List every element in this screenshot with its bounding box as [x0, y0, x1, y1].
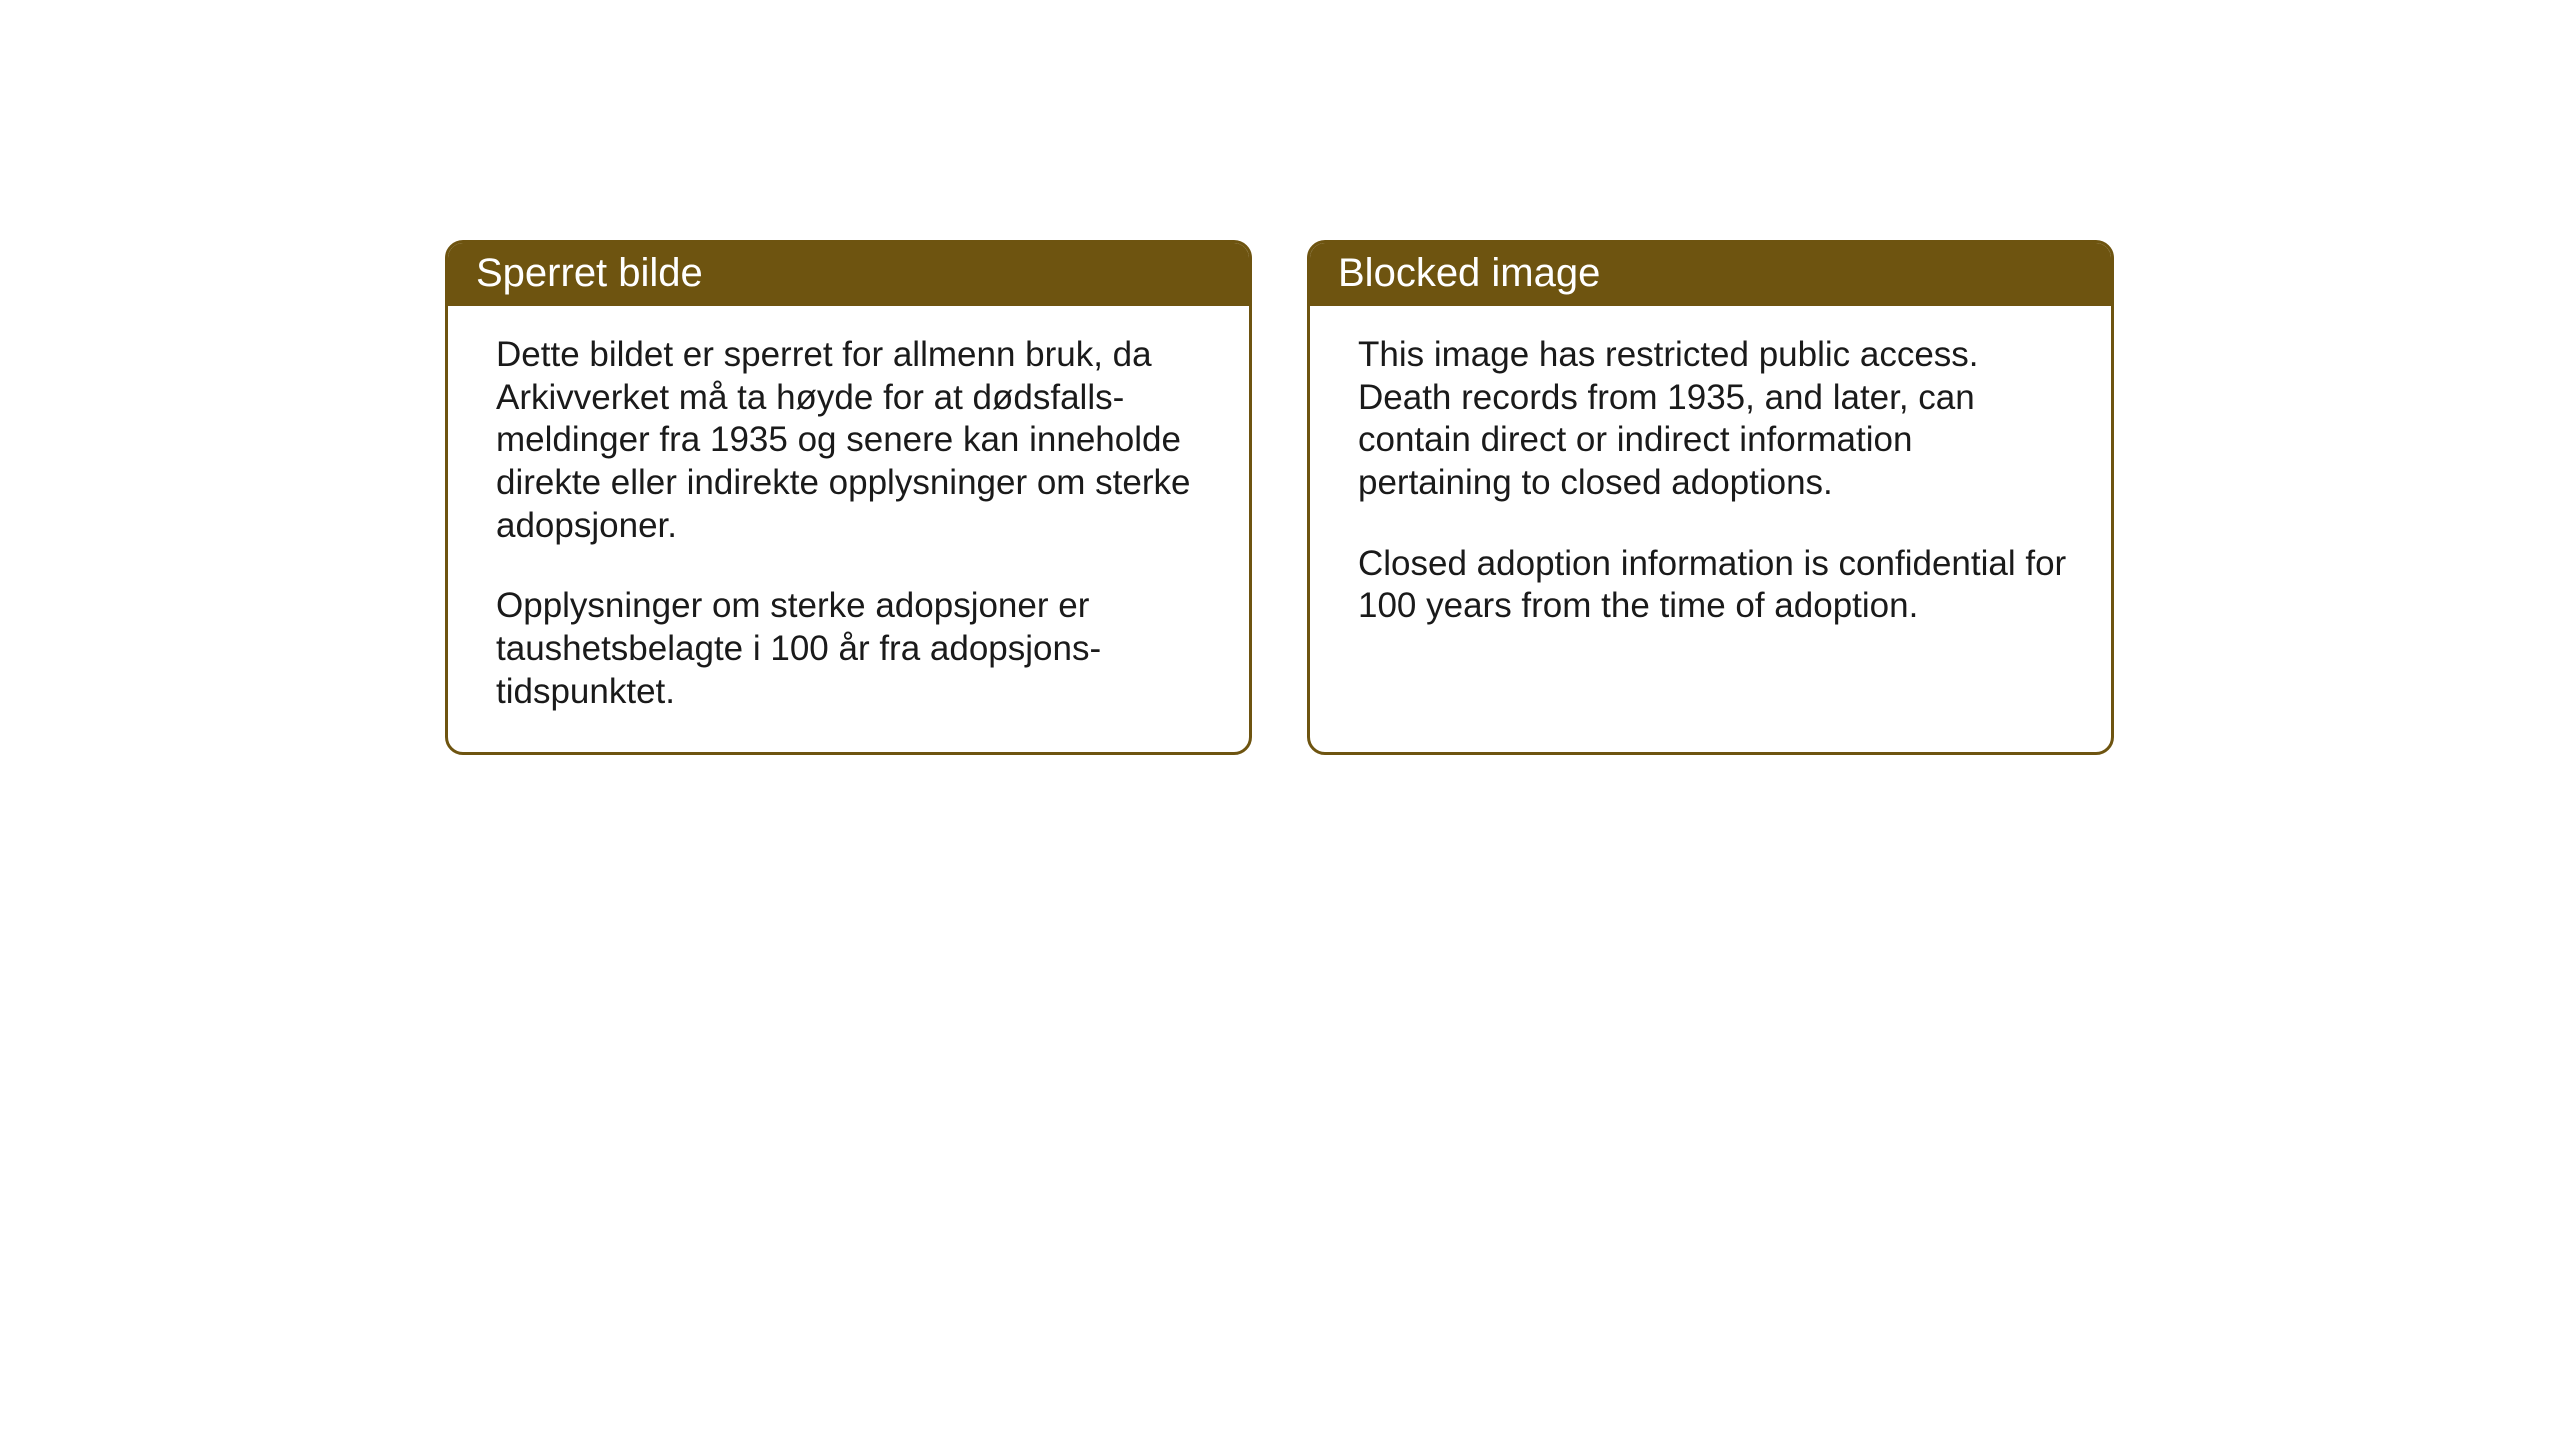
norwegian-paragraph-1: Dette bildet er sperret for allmenn bruk…	[496, 334, 1209, 547]
norwegian-paragraph-2: Opplysninger om sterke adopsjoner er tau…	[496, 585, 1209, 713]
norwegian-card-title: Sperret bilde	[448, 243, 1249, 306]
english-card-title: Blocked image	[1310, 243, 2111, 306]
english-paragraph-2: Closed adoption information is confident…	[1358, 543, 2071, 628]
notice-container: Sperret bilde Dette bildet er sperret fo…	[445, 240, 2114, 755]
english-paragraph-1: This image has restricted public access.…	[1358, 334, 2071, 505]
norwegian-notice-card: Sperret bilde Dette bildet er sperret fo…	[445, 240, 1252, 755]
english-card-body: This image has restricted public access.…	[1310, 306, 2111, 666]
english-notice-card: Blocked image This image has restricted …	[1307, 240, 2114, 755]
norwegian-card-body: Dette bildet er sperret for allmenn bruk…	[448, 306, 1249, 752]
